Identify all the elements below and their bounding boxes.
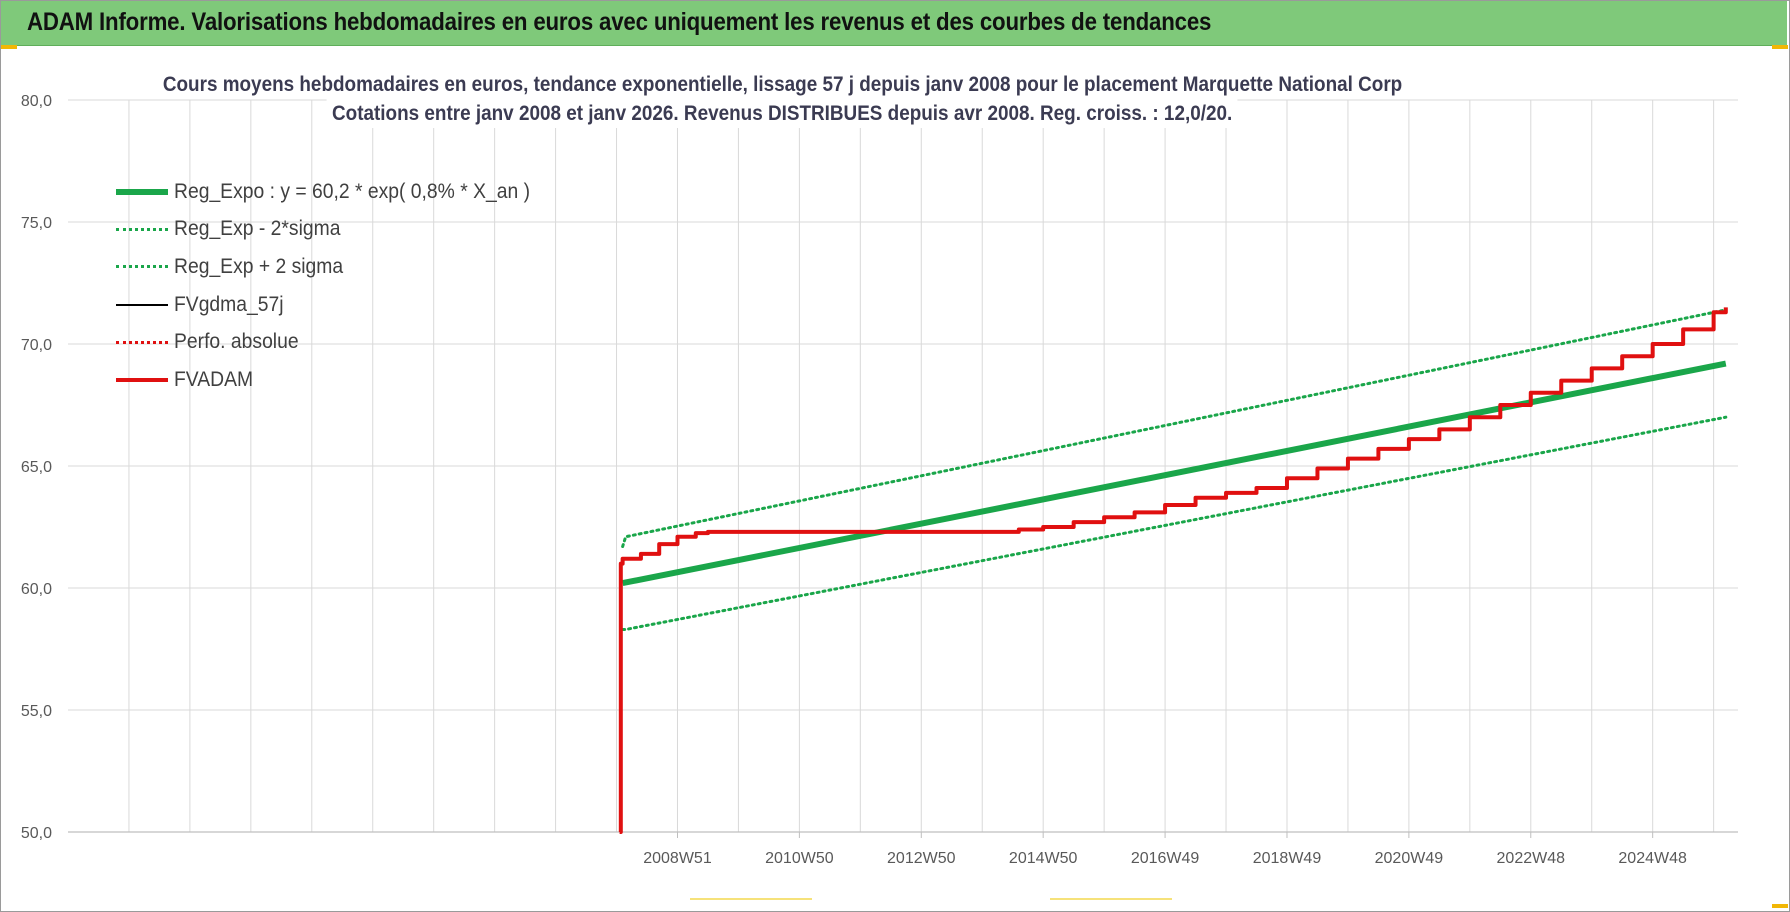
report-title: ADAM Informe. Valorisations hebdomadaire…: [27, 8, 1212, 36]
legend-swatch: [116, 227, 168, 231]
legend-item: Perfo. absolue: [116, 323, 561, 361]
legend-item: FVgdma_57j: [116, 286, 561, 324]
x-tick-label: 2022W48: [1497, 850, 1566, 867]
x-tick-label: 2024W48: [1618, 850, 1687, 867]
legend-label: FVgdma_57j: [174, 292, 284, 316]
legend-label: Perfo. absolue: [174, 330, 299, 354]
legend-swatch: [116, 377, 168, 382]
x-tick-label: 2012W50: [887, 850, 956, 867]
legend-item: Reg_Exp + 2 sigma: [116, 248, 561, 286]
legend-swatch: [116, 340, 168, 344]
legend-swatch: [116, 303, 168, 306]
y-tick-label: 50,0: [21, 825, 52, 842]
x-tick-label: 2016W49: [1131, 850, 1200, 867]
bottom-highlight-2: [1050, 898, 1172, 900]
legend-item: FVADAM: [116, 361, 561, 399]
corner-mark-top-left: [1, 45, 17, 49]
series-line-5: [618, 307, 1728, 834]
series-line-0: [622, 360, 1727, 587]
report-header: ADAM Informe. Valorisations hebdomadaire…: [1, 1, 1787, 46]
y-tick-label: 60,0: [21, 581, 52, 598]
data-series: [618, 307, 1728, 834]
corner-mark-top-right: [1772, 45, 1788, 49]
series-line-1: [621, 415, 1728, 631]
y-tick-label: 70,0: [21, 337, 52, 354]
chart-title-line-1: Cours moyens hebdomadaires en euros, ten…: [157, 70, 1408, 99]
legend-label: Reg_Exp + 2 sigma: [174, 254, 344, 278]
series-line-2: [621, 308, 1728, 549]
legend-item: Reg_Expo : y = 60,2 * exp( 0,8% * X_an ): [116, 173, 561, 211]
legend-label: FVADAM: [174, 367, 254, 391]
tick-labels: 50,0 55,0 60,0 65,0 70,0 75,0 80,0 2008W51 2010W…: [21, 93, 1687, 867]
legend-label: Reg_Exp - 2*sigma: [174, 217, 341, 241]
legend: Reg_Expo : y = 60,2 * exp( 0,8% * X_an )…: [116, 173, 561, 399]
y-tick-label: 75,0: [21, 215, 52, 232]
legend-swatch: [116, 265, 168, 269]
bottom-highlight-1: [690, 898, 812, 900]
x-tick-label: 2014W50: [1009, 850, 1078, 867]
x-tick-label: 2010W50: [765, 850, 834, 867]
legend-swatch: [116, 188, 168, 195]
chart-title-line-2: Cotations entre janv 2008 et janv 2026. …: [326, 99, 1239, 128]
x-tick-label: 2008W51: [643, 850, 712, 867]
axes: [68, 831, 1738, 838]
chart-title: Cours moyens hebdomadaires en euros, ten…: [0, 70, 1565, 128]
x-tick-label: 2018W49: [1253, 850, 1322, 867]
chart-plot: 50,0 55,0 60,0 65,0 70,0 75,0 80,0 2008W51 2010W…: [21, 93, 1738, 867]
legend-label: Reg_Expo : y = 60,2 * exp( 0,8% * X_an ): [174, 179, 531, 203]
y-tick-label: 65,0: [21, 459, 52, 476]
corner-mark-bottom-right: [1772, 904, 1788, 908]
legend-item: Reg_Exp - 2*sigma: [116, 211, 561, 249]
y-tick-label: 55,0: [21, 703, 52, 720]
y-tick-label: 80,0: [21, 93, 52, 110]
x-tick-label: 2020W49: [1375, 850, 1444, 867]
